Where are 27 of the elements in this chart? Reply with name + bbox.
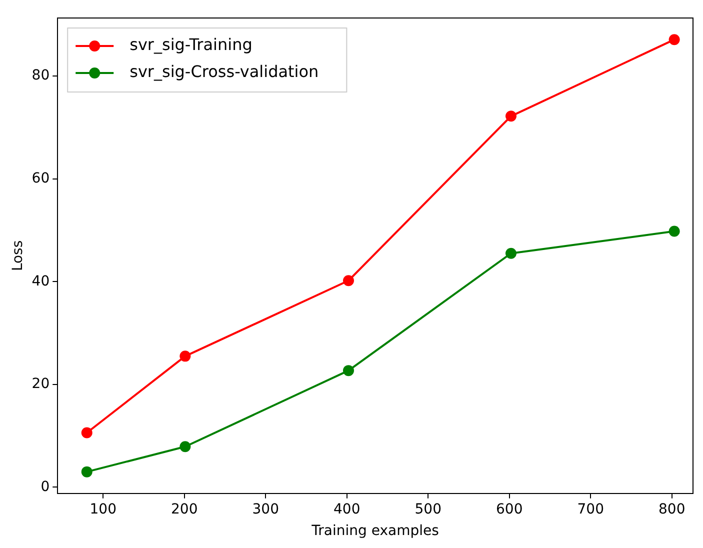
y-tick-label: 80 — [32, 68, 50, 84]
point — [81, 427, 92, 438]
y-axis-title: Loss — [10, 240, 26, 272]
point — [180, 350, 191, 362]
y-tick-label: 60 — [32, 170, 50, 187]
x-tick-label: 700 — [577, 501, 604, 518]
point — [342, 365, 354, 376]
x-tick-label: 600 — [496, 501, 523, 518]
point — [505, 248, 516, 259]
point — [180, 441, 191, 452]
y-tick-label: 20 — [32, 376, 50, 392]
point — [342, 275, 354, 286]
point — [668, 226, 680, 237]
point — [668, 34, 680, 46]
x-tick-label: 800 — [658, 501, 686, 518]
y-tick-label: 0 — [40, 478, 50, 495]
y-tick-label: 40 — [32, 273, 50, 290]
legend-label: svr_sig-Cross-validation — [130, 62, 319, 82]
point — [81, 466, 92, 478]
point — [505, 110, 516, 122]
x-axis-title: Training examples — [310, 523, 439, 540]
legend-label: svr_sig-Training — [130, 35, 252, 54]
x-tick-label: 100 — [90, 501, 116, 518]
x-tick-label: 200 — [171, 501, 198, 518]
x-tick-label: 400 — [334, 501, 360, 518]
x-tick-label: 300 — [252, 501, 279, 518]
x-tick-label: 500 — [414, 501, 442, 518]
